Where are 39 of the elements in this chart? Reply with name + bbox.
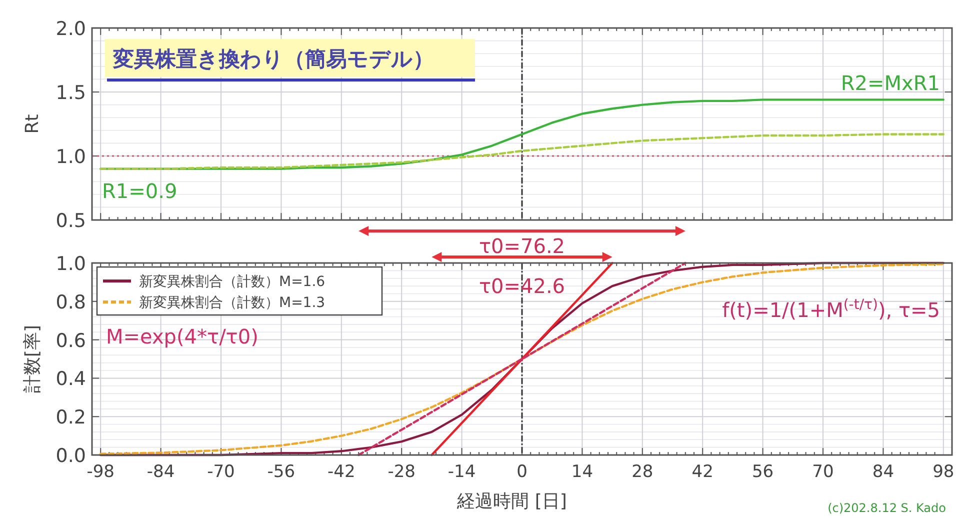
y-tick-label: 1.0: [56, 253, 86, 275]
annotation: f(t)=1/(1+M$^{(-t/τ)}$), τ=5: [722, 296, 940, 322]
x-tick-label: 70: [812, 462, 834, 482]
annotation: M=exp(4*τ/τ0): [106, 324, 258, 349]
y-tick-label: 2.0: [56, 18, 86, 40]
y-axis-title: 計数[率]: [22, 324, 43, 394]
x-tick-label: 14: [571, 462, 594, 482]
text: (c)202.8.12 S. Kado: [828, 501, 946, 515]
x-tick-label: 0: [516, 462, 528, 482]
y-tick-label: 0.6: [56, 330, 86, 352]
x-tick-label: -28: [388, 462, 416, 482]
x-tick-label: -70: [207, 462, 235, 482]
y-tick-label: 0.5: [56, 210, 86, 232]
x-tick-label: 98: [932, 462, 954, 482]
x-tick-label: -42: [328, 462, 356, 482]
x-tick-label: -98: [86, 462, 114, 482]
y-axis-title: Rt: [22, 114, 43, 134]
y-tick-label: 1.5: [56, 82, 86, 104]
x-tick-label: 28: [632, 462, 654, 482]
x-tick-label: 56: [752, 462, 774, 482]
text: τ0=76.2: [478, 234, 566, 258]
x-tick-label: 84: [872, 462, 894, 482]
text: 変異株置き換わり（簡易モデル）: [112, 47, 434, 71]
x-tick-label: -84: [146, 462, 175, 482]
x-tick-label: -14: [448, 462, 476, 482]
legend-label: 新変異株割合（計数）M=1.6: [139, 274, 326, 290]
x-tick-label: -56: [267, 462, 296, 482]
y-tick-label: 0.0: [56, 445, 86, 467]
y-tick-label: 0.4: [56, 368, 86, 390]
y-tick-label: 0.8: [56, 291, 86, 314]
annotation: R2=MxR1: [840, 71, 940, 95]
annotation: τ0=42.6: [478, 274, 566, 298]
y-tick-label: 0.2: [56, 406, 86, 429]
x-tick-label: 42: [692, 462, 714, 482]
line-series: [100, 133, 944, 170]
legend-label: 新変異株割合（計数）M=1.3: [139, 295, 326, 311]
x-axis-title: 経過時間 [日]: [456, 491, 567, 512]
y-tick-label: 1.0: [56, 146, 86, 168]
annotation: R1=0.9: [102, 179, 178, 203]
